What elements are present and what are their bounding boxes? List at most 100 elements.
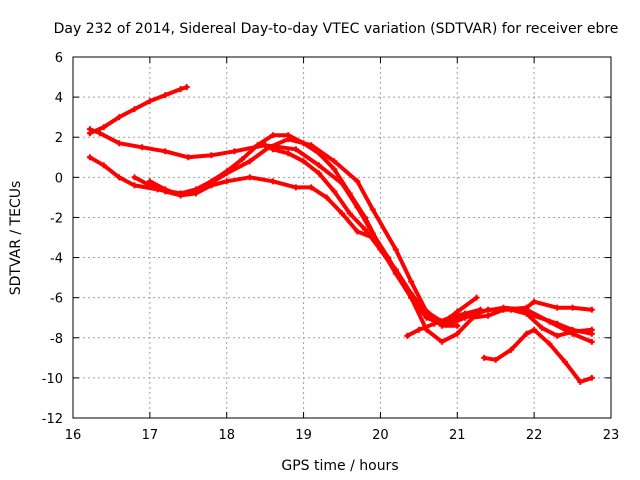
data-point <box>588 338 595 345</box>
data-point <box>481 354 488 361</box>
data-point <box>208 152 215 159</box>
data-point <box>300 158 307 165</box>
data-point <box>546 340 553 347</box>
y-tick-label: -10 <box>42 372 63 387</box>
x-axis-label: GPS time / hours <box>281 458 398 474</box>
data-point <box>546 318 553 325</box>
y-tick-label: -4 <box>50 252 63 267</box>
data-point <box>177 192 184 199</box>
data-point <box>369 206 376 213</box>
x-tick-label: 21 <box>449 428 466 443</box>
y-tick-label: 0 <box>55 171 63 186</box>
data-point <box>323 194 330 201</box>
data-point <box>254 142 261 149</box>
data-point <box>438 322 445 329</box>
y-tick-label: 4 <box>55 91 63 106</box>
data-point <box>523 304 530 311</box>
data-point <box>561 358 568 365</box>
y-axis-label: SDTVAR / TECUs <box>8 181 24 296</box>
y-tick-label: 6 <box>55 51 63 66</box>
data-point <box>377 246 384 253</box>
data-point <box>292 146 299 153</box>
data-point <box>315 162 322 169</box>
data-point <box>492 356 499 363</box>
data-point <box>131 106 138 113</box>
data-point <box>354 228 361 235</box>
data-point <box>131 174 138 181</box>
data-point <box>392 266 399 273</box>
data-point <box>346 190 353 197</box>
data-point <box>223 178 230 185</box>
data-point <box>269 146 276 153</box>
data-point <box>404 332 411 339</box>
data-point <box>408 278 415 285</box>
data-point <box>473 294 480 301</box>
data-point <box>485 312 492 319</box>
data-point <box>438 338 445 345</box>
y-tick-label: -8 <box>50 332 63 347</box>
x-tick-label: 23 <box>603 428 620 443</box>
data-point <box>269 132 276 139</box>
data-point <box>146 98 153 105</box>
data-point <box>346 210 353 217</box>
data-point <box>331 166 338 173</box>
data-point <box>100 124 107 131</box>
data-point <box>415 326 422 333</box>
data-point <box>531 298 538 305</box>
data-point <box>431 320 438 327</box>
data-point <box>315 150 322 157</box>
data-point <box>569 328 576 335</box>
y-tick-label: -6 <box>50 292 63 307</box>
series-line-trace-2 <box>87 127 594 336</box>
data-point <box>469 314 476 321</box>
data-point <box>554 332 561 339</box>
chart-title: Day 232 of 2014, Sidereal Day-to-day VTE… <box>54 21 619 37</box>
data-point <box>461 310 468 317</box>
data-point <box>269 178 276 185</box>
x-tick-label: 16 <box>65 428 82 443</box>
x-tick-label: 19 <box>295 428 312 443</box>
y-tick-label: -2 <box>50 211 63 226</box>
data-point <box>331 158 338 165</box>
data-point <box>265 144 272 151</box>
data-point <box>139 144 146 151</box>
data-point <box>339 210 345 217</box>
grid-lines <box>73 57 611 418</box>
data-point <box>588 326 595 333</box>
data-point <box>231 148 238 155</box>
data-point <box>577 378 584 385</box>
data-point <box>569 304 576 311</box>
data-point <box>285 132 292 139</box>
data-point <box>354 178 361 185</box>
data-point <box>300 140 307 147</box>
data-point <box>285 150 292 157</box>
plot-frame <box>72 56 612 419</box>
data-point <box>392 246 399 253</box>
data-point <box>116 174 123 181</box>
x-tick-label: 18 <box>218 428 235 443</box>
data-point <box>308 184 315 191</box>
data-point <box>223 168 230 175</box>
data-point <box>177 86 184 93</box>
data-point <box>554 304 561 311</box>
data-point <box>531 326 538 333</box>
data-point <box>423 310 430 317</box>
data-point <box>523 310 530 317</box>
data-point <box>588 306 595 313</box>
data-point <box>446 314 453 321</box>
series-group <box>86 84 595 385</box>
y-tick-label: 2 <box>55 131 63 146</box>
x-tick-label: 17 <box>142 428 159 443</box>
data-point <box>477 306 484 313</box>
data-point <box>246 158 253 165</box>
data-point <box>96 130 103 137</box>
data-point <box>116 114 123 121</box>
data-point <box>100 162 107 169</box>
data-point <box>162 92 169 99</box>
data-point <box>508 346 515 353</box>
data-point <box>146 178 153 185</box>
data-point <box>454 330 461 337</box>
x-tick-label: 20 <box>372 428 389 443</box>
data-point <box>185 154 192 161</box>
data-point <box>454 322 461 329</box>
